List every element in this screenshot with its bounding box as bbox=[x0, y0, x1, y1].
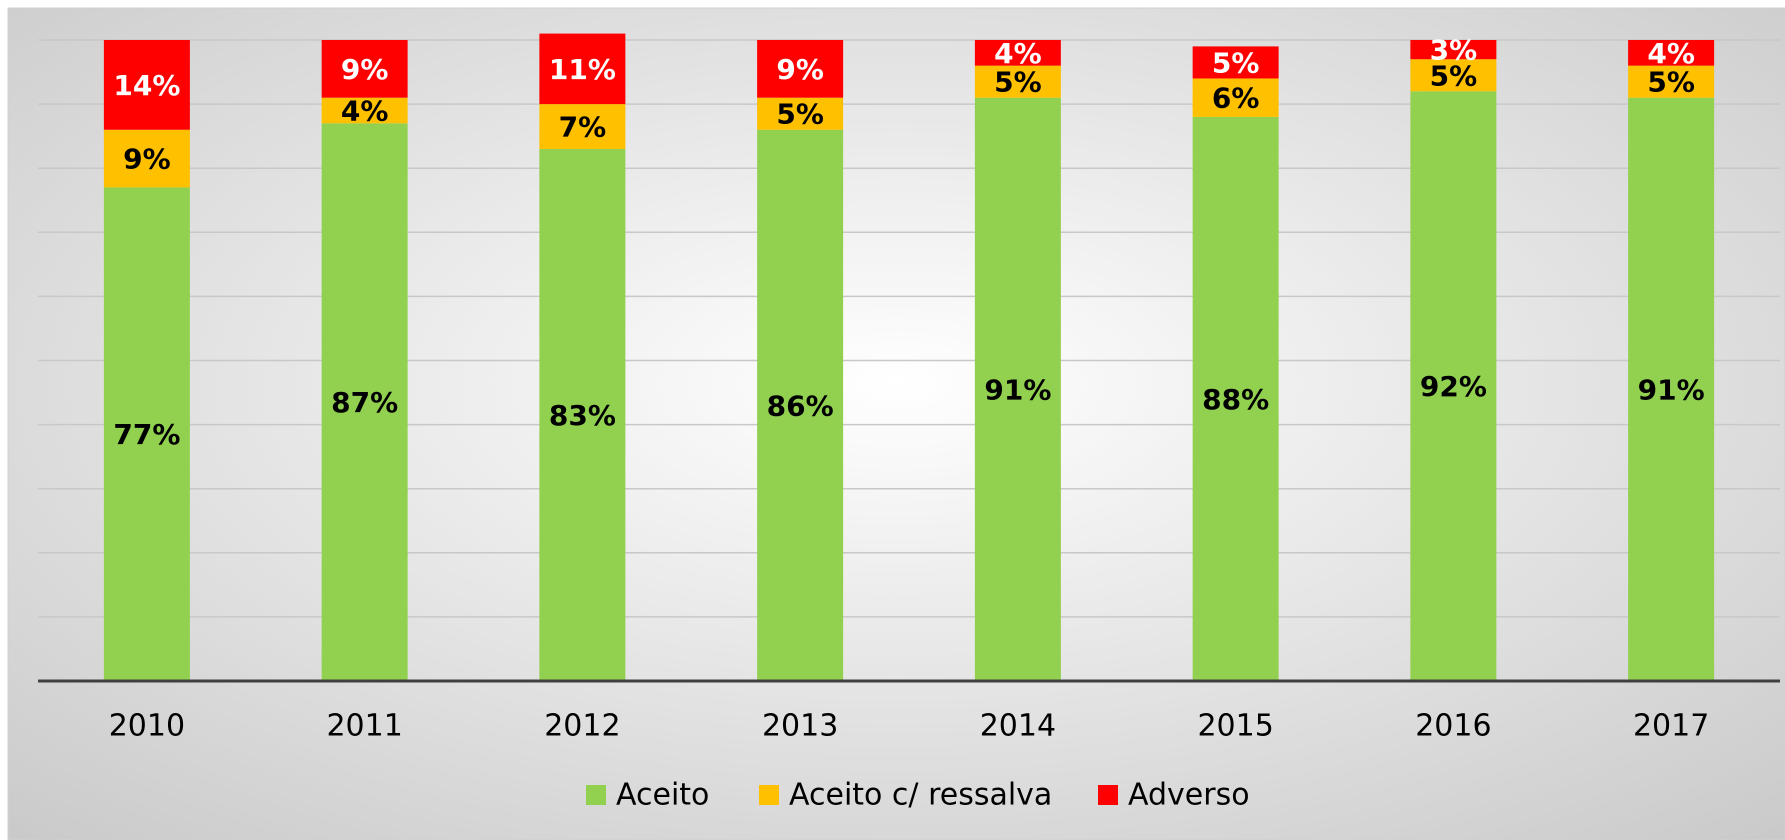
bar-segment bbox=[1628, 65, 1715, 98]
data-label: 4% bbox=[341, 95, 389, 128]
data-label: 9% bbox=[123, 143, 171, 176]
bar-segment bbox=[1410, 40, 1497, 60]
x-tick-label: 2014 bbox=[980, 709, 1056, 744]
data-label: 5% bbox=[994, 66, 1042, 99]
data-label: 5% bbox=[1212, 46, 1260, 79]
data-label: 4% bbox=[1647, 37, 1695, 70]
x-tick-label: 2016 bbox=[1415, 709, 1491, 744]
data-label: 83% bbox=[549, 399, 616, 432]
legend-label: Aceito bbox=[616, 778, 709, 813]
data-label: 5% bbox=[1430, 59, 1478, 92]
bar-segment bbox=[1628, 40, 1715, 66]
bar-segment bbox=[321, 123, 408, 681]
data-label: 4% bbox=[994, 37, 1042, 70]
bar-segment bbox=[103, 40, 190, 130]
x-tick-label: 2015 bbox=[1197, 709, 1273, 744]
data-label: 7% bbox=[559, 111, 607, 144]
bar-segment bbox=[757, 40, 844, 98]
bar-segment bbox=[539, 104, 626, 149]
data-label: 6% bbox=[1212, 82, 1260, 115]
data-label: 9% bbox=[776, 53, 824, 86]
data-label: 86% bbox=[767, 389, 834, 422]
x-tick-label: 2017 bbox=[1633, 709, 1709, 744]
bar-segment bbox=[321, 40, 408, 98]
x-tick-label: 2012 bbox=[544, 709, 620, 744]
data-label: 77% bbox=[113, 418, 180, 451]
legend-swatch bbox=[586, 785, 606, 805]
data-label: 87% bbox=[331, 386, 398, 419]
bar-segment bbox=[1628, 97, 1715, 681]
bar-segment bbox=[539, 33, 626, 105]
data-label: 92% bbox=[1420, 370, 1487, 403]
bar-segment bbox=[321, 97, 408, 124]
bar-segment bbox=[103, 187, 190, 681]
data-label: 3% bbox=[1430, 34, 1478, 67]
bar-segment bbox=[974, 65, 1061, 98]
x-tick-label: 2011 bbox=[326, 709, 402, 744]
x-tick-label: 2010 bbox=[109, 709, 185, 744]
legend-label: Aceito c/ ressalva bbox=[789, 778, 1052, 813]
bar-segment bbox=[103, 129, 190, 188]
x-tick-label: 2013 bbox=[762, 709, 838, 744]
bar-segment bbox=[1410, 91, 1497, 681]
bar-segment bbox=[974, 40, 1061, 66]
legend-swatch bbox=[1098, 785, 1118, 805]
data-label: 88% bbox=[1202, 383, 1269, 416]
data-label: 9% bbox=[341, 53, 389, 86]
bar-segment bbox=[757, 129, 844, 682]
data-label: 14% bbox=[113, 69, 180, 102]
bar-segment bbox=[1192, 46, 1279, 79]
legend-label: Adverso bbox=[1128, 778, 1250, 813]
data-label: 5% bbox=[1647, 66, 1695, 99]
bar-segment bbox=[1410, 59, 1497, 92]
bar-segment bbox=[1192, 116, 1279, 682]
bar-segment bbox=[1192, 78, 1279, 117]
data-label: 11% bbox=[549, 53, 616, 86]
bar-segment bbox=[974, 97, 1061, 681]
data-label: 5% bbox=[776, 98, 824, 131]
bar-segment bbox=[539, 148, 626, 682]
legend-swatch bbox=[759, 785, 779, 805]
bar-segment bbox=[757, 97, 844, 130]
data-label: 91% bbox=[1638, 373, 1705, 406]
data-label: 91% bbox=[984, 373, 1051, 406]
